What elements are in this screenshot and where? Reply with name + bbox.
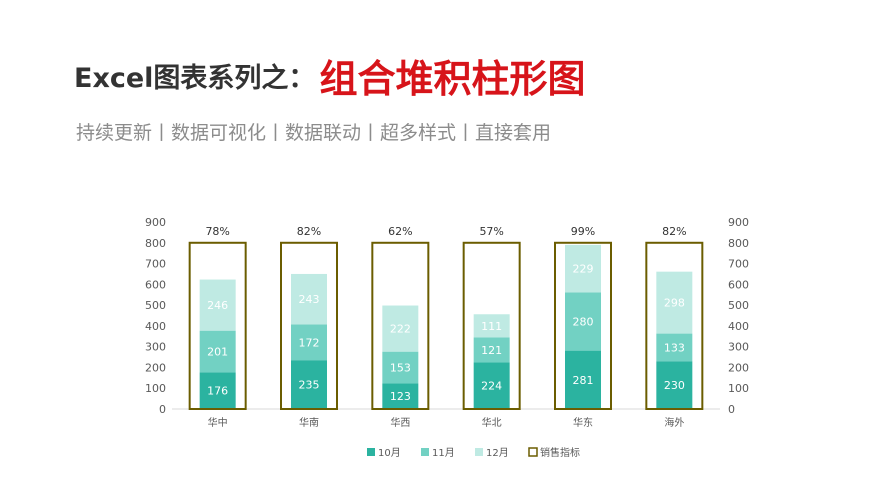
y-tick-label-left: 400 [145,320,166,333]
legend-swatch [367,448,375,456]
x-tick-label: 华北 [482,416,502,429]
target-box [554,241,612,410]
data-label: 176 [207,385,228,398]
target-box [462,241,521,410]
y-tick-label-left: 600 [145,278,166,291]
data-label: 133 [664,341,685,354]
y-tick-label-right: 200 [728,361,749,374]
data-label: 222 [390,323,411,336]
y-tick-label-right: 100 [728,382,749,395]
bar-segment [382,351,419,384]
bar-segment [656,271,693,334]
y-tick-label-right: 400 [728,320,749,333]
data-label: 281 [573,374,594,387]
data-label: 123 [390,390,411,403]
bar-segment [291,324,327,361]
y-tick-label-right: 700 [728,258,749,271]
y-tick-label-left: 0 [159,403,166,416]
legend-label: 10月 [378,447,401,459]
bar-segment [565,350,601,409]
data-label: 280 [573,316,594,329]
data-label: 201 [207,346,228,359]
x-tick-label: 海外 [664,416,684,429]
x-tick-label: 华东 [573,416,593,429]
bar-segment [199,279,236,331]
page-title: Excel图表系列之： 组合堆积柱形图 [74,48,585,103]
target-box [280,241,338,410]
y-tick-label-right: 300 [728,341,749,354]
y-tick-label-left: 300 [145,341,166,354]
bar-segment [382,305,419,352]
bar-segment [199,372,236,409]
bar-segment [656,333,693,362]
legend-swatch [528,447,538,457]
percent-label: 57% [479,225,503,238]
y-tick-label-right: 600 [728,278,749,291]
legend-label: 11月 [432,447,455,459]
y-tick-label-right: 0 [728,403,735,416]
target-box [645,241,704,410]
data-label: 235 [299,379,320,392]
bar-segment [565,292,601,351]
data-label: 229 [573,263,594,276]
percent-label: 82% [662,225,686,238]
x-tick-label: 华南 [299,416,319,429]
bar-segment [291,360,327,409]
title-highlight: 组合堆积柱形图 [319,57,586,101]
bar-segment [199,330,236,373]
bar-segment [565,244,601,293]
percent-label: 62% [388,225,412,238]
y-tick-label-right: 500 [728,299,749,312]
y-tick-label-left: 100 [145,382,166,395]
target-box [371,241,430,410]
y-tick-label-left: 900 [145,216,166,229]
bar-segment [473,362,510,409]
data-label: 246 [207,299,228,312]
percent-label: 99% [571,225,595,238]
title-prefix: Excel图表系列之： [74,63,316,94]
y-tick-label-left: 800 [145,237,166,250]
percent-label: 82% [297,225,321,238]
x-tick-label: 华西 [390,416,410,429]
x-tick-label: 华中 [208,416,228,429]
data-label: 224 [481,380,502,393]
data-label: 111 [481,320,502,333]
bar-segment [291,273,327,325]
bar-segment [473,314,510,338]
legend-swatch [421,448,429,456]
data-label: 243 [299,293,320,306]
legend-label: 12月 [486,447,509,459]
percent-label: 78% [205,225,229,238]
data-label: 121 [481,344,502,357]
y-tick-label-left: 200 [145,361,166,374]
y-tick-label-right: 900 [728,216,749,229]
target-box [188,241,247,410]
data-label: 230 [664,379,685,392]
data-label: 153 [390,362,411,375]
legend-label: 销售指标 [540,446,580,459]
bar-segment [656,361,693,409]
subtitle: 持续更新丨数据可视化丨数据联动丨超多样式丨直接套用 [76,122,552,144]
y-tick-label-left: 700 [145,258,166,271]
y-tick-label-left: 500 [145,299,166,312]
data-label: 298 [664,297,685,310]
legend-swatch [475,448,483,456]
data-label: 172 [299,336,320,349]
y-tick-label-right: 800 [728,237,749,250]
bar-segment [473,337,510,363]
bar-segment [382,383,419,409]
